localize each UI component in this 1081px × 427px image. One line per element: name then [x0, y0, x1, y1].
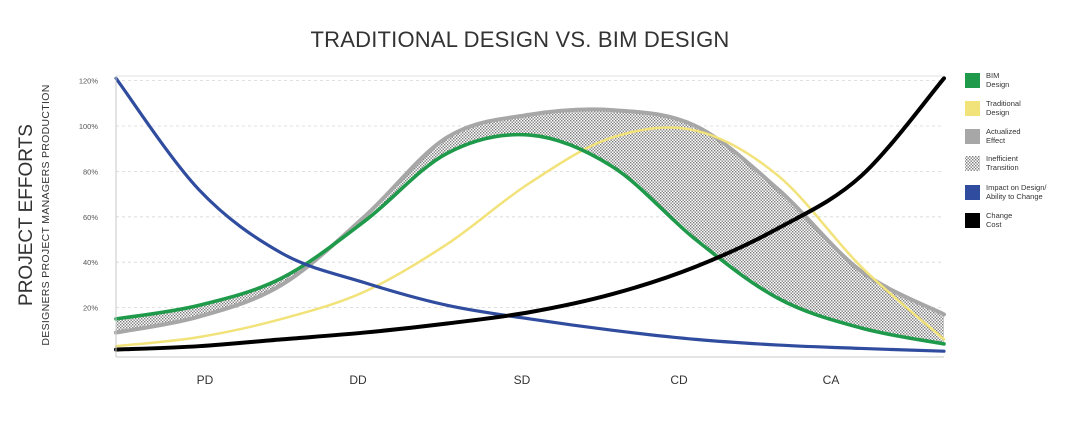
inefficient-transition-fill — [116, 109, 944, 344]
legend-label: Impact on Design/Ability to Change — [986, 183, 1047, 201]
series-lines — [114, 76, 946, 353]
legend-label-line: Change — [986, 211, 1012, 220]
legend-swatch — [965, 101, 980, 116]
legend-label-line: Effect — [986, 136, 1006, 145]
legend-label-line: Design — [986, 80, 1009, 89]
x-tick-label: CA — [823, 373, 840, 387]
legend-label-line: Traditional — [986, 99, 1021, 108]
legend-label: Change Cost — [986, 211, 1012, 229]
y-axis-sublabel-part: PRODUCTION — [40, 84, 52, 161]
legend-label-line: Design — [986, 108, 1009, 117]
series-line-change-cost — [114, 76, 946, 352]
y-tick-label: 20% — [83, 304, 98, 313]
legend-label: Traditional Design — [986, 99, 1021, 117]
y-axis-label: PROJECT EFFORTS — [16, 124, 37, 306]
x-tick-label: SD — [514, 373, 531, 387]
legend-label-line: Inefficient — [986, 154, 1019, 163]
legend-label-line: Cost — [986, 220, 1002, 229]
legend-label: BIM Design — [986, 71, 1009, 89]
y-tick-label: 120% — [79, 77, 99, 86]
legend-label: Actualized Effect — [986, 127, 1021, 145]
legend-swatch — [965, 213, 980, 228]
y-axis-sublabel-part: DESIGNERS — [40, 281, 52, 346]
legend-label: Inefficient Transition — [986, 154, 1019, 172]
legend-label-line: Transition — [986, 163, 1019, 172]
legend-label-line: Impact on Design/ — [986, 183, 1047, 192]
legend-label-line: Actualized — [986, 127, 1021, 136]
y-axis-sublabel: DESIGNERS PROJECT MANAGERS PRODUCTION — [40, 84, 52, 345]
x-ticks: PD DD SD CD CA — [197, 373, 840, 387]
series-line-impact-on-design-ability-to-change — [114, 76, 946, 353]
x-tick-label: DD — [349, 373, 367, 387]
y-tick-label: 40% — [83, 258, 98, 267]
y-tick-label: 60% — [83, 213, 98, 222]
legend-label-line: BIM — [986, 71, 999, 80]
y-tick-label: 80% — [83, 167, 98, 176]
x-tick-label: PD — [197, 373, 214, 387]
legend-swatch — [965, 156, 980, 171]
y-ticks: 20% 40% 60% 80% 100% 120% — [79, 77, 99, 313]
y-tick-label: 100% — [79, 122, 99, 131]
legend-swatch — [965, 73, 980, 88]
plot-frame — [115, 75, 944, 358]
y-axis-sublabel-part: PROJECT MANAGERS — [40, 161, 52, 281]
inefficient-transition-area — [116, 109, 944, 344]
chart-title: TRADITIONAL DESIGN VS. BIM DESIGN — [311, 27, 730, 52]
legend-label-line: Ability to Change — [986, 192, 1043, 201]
x-tick-label: CD — [670, 373, 688, 387]
series-line-bim-design — [114, 132, 946, 346]
legend-swatch — [965, 185, 980, 200]
legend-swatch — [965, 129, 980, 144]
series-line-traditional-design — [114, 126, 946, 348]
